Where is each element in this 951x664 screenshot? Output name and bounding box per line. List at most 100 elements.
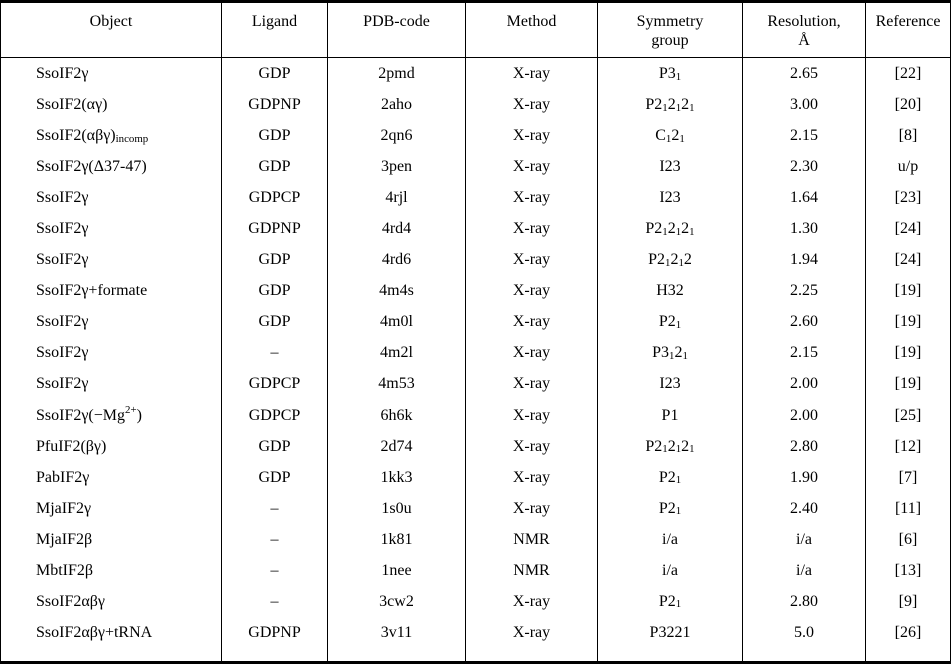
cell-resolution: 2.65 <box>743 58 866 90</box>
cell-method: X-ray <box>466 275 598 307</box>
table-bottom-spacer <box>328 647 466 661</box>
cell-object: MjaIF2β <box>1 523 222 555</box>
cell-method: X-ray <box>466 430 598 462</box>
table-bottom-spacer <box>222 647 328 661</box>
cell-method: X-ray <box>466 182 598 214</box>
cell-method: X-ray <box>466 213 598 245</box>
table-bottom-spacer <box>466 647 598 661</box>
cell-object: SsoIF2γ(−Mg 2+) <box>1 399 222 431</box>
cell-reference: [19] <box>894 344 922 362</box>
cell-symmetry: P2 1 <box>598 461 743 493</box>
column-header-symmetry: Symmetry group <box>598 3 743 58</box>
cell-method: X-ray <box>466 399 598 431</box>
cell-symmetry: P3 1 <box>598 58 743 90</box>
cell-pdb: 1kk3 <box>328 461 466 493</box>
cell-pdb: 6h6k <box>328 399 466 431</box>
cell-pdb: 4rjl <box>328 182 466 214</box>
cell-reference: [26] <box>894 623 922 641</box>
cell-reference: [19] <box>894 375 922 393</box>
cell-resolution: 1.30 <box>743 213 866 245</box>
cell-ligand: GDPNP <box>222 213 328 245</box>
cell-resolution: 2.80 <box>743 430 866 462</box>
cell-ligand: GDP <box>222 275 328 307</box>
cell-ligand: GDP <box>222 461 328 493</box>
cell-pdb: 2d74 <box>328 430 466 462</box>
cell-pdb: 1k81 <box>328 523 466 555</box>
cell-resolution: 1.94 <box>743 244 866 276</box>
cell-resolution: 2.80 <box>743 585 866 617</box>
cell-reference: [12] <box>894 437 922 455</box>
cell-symmetry: P3221 <box>598 616 743 648</box>
cell-resolution: 2.00 <box>743 368 866 400</box>
cell-symmetry: i/a <box>598 554 743 586</box>
cell-symmetry: P2 1 2 1 2 1 <box>598 430 743 462</box>
cell-reference: [19] <box>894 282 922 300</box>
cell-resolution: 2.15 <box>743 120 866 152</box>
cell-reference: [8] <box>898 127 918 145</box>
cell-reference: u/p <box>897 158 919 176</box>
cell-reference: [22] <box>894 64 922 82</box>
cell-reference: [7] <box>898 468 918 486</box>
cell-reference: [25] <box>894 406 922 424</box>
cell-symmetry: P2 1 2 1 2 1 <box>598 89 743 121</box>
cell-symmetry: P2 1 <box>598 306 743 338</box>
cell-method: NMR <box>466 523 598 555</box>
cell-ligand: GDPNP <box>222 89 328 121</box>
cell-resolution: i/a <box>743 554 866 586</box>
cell-reference: [6] <box>898 530 918 548</box>
cell-pdb: 4m53 <box>328 368 466 400</box>
cell-pdb: 4m0l <box>328 306 466 338</box>
cell-object: SsoIF2γ <box>1 58 222 90</box>
cell-symmetry: P3 1 2 1 <box>598 337 743 369</box>
cell-ligand: GDPNP <box>222 616 328 648</box>
cell-reference: [11] <box>894 499 922 517</box>
cell-ligand: GDPCP <box>222 399 328 431</box>
cell-object: SsoIF2γ <box>1 337 222 369</box>
cell-pdb: 2aho <box>328 89 466 121</box>
column-header-object: Object <box>1 3 222 58</box>
cell-ligand: GDP <box>222 430 328 462</box>
cell-method: X-ray <box>466 58 598 90</box>
cell-ligand: – <box>222 337 328 369</box>
cell-object: SsoIF2αβγ+tRNA <box>1 616 222 648</box>
cell-method: X-ray <box>466 461 598 493</box>
cell-method: NMR <box>466 554 598 586</box>
cell-resolution: i/a <box>743 523 866 555</box>
cell-pdb: 2pmd <box>328 58 466 90</box>
cell-reference: [19] <box>894 313 922 331</box>
cell-reference: [13] <box>894 561 922 579</box>
cell-ligand: – <box>222 585 328 617</box>
cell-ligand: – <box>222 523 328 555</box>
column-header-ligand: Ligand <box>222 3 328 58</box>
cell-resolution: 1.64 <box>743 182 866 214</box>
cell-object: SsoIF2γ <box>1 182 222 214</box>
cell-resolution: 2.25 <box>743 275 866 307</box>
cell-symmetry: P1 <box>598 399 743 431</box>
cell-symmetry: P2 1 <box>598 492 743 524</box>
cell-pdb: 3cw2 <box>328 585 466 617</box>
table-bottom-spacer <box>1 647 222 661</box>
cell-method: X-ray <box>466 368 598 400</box>
cell-method: X-ray <box>466 120 598 152</box>
cell-symmetry: P2 1 2 1 2 <box>598 244 743 276</box>
cell-object: SsoIF2γ(Δ37-47) <box>1 151 222 183</box>
cell-resolution: 2.15 <box>743 337 866 369</box>
cell-pdb: 3v11 <box>328 616 466 648</box>
cell-symmetry: I23 <box>598 182 743 214</box>
column-header-resolution: Resolution, Å <box>743 3 866 58</box>
cell-symmetry: I23 <box>598 151 743 183</box>
cell-method: X-ray <box>466 306 598 338</box>
cell-ligand: GDP <box>222 244 328 276</box>
cell-resolution: 2.00 <box>743 399 866 431</box>
cell-resolution: 3.00 <box>743 89 866 121</box>
cell-ligand: GDP <box>222 58 328 90</box>
cell-object: SsoIF2γ <box>1 213 222 245</box>
cell-object: SsoIF2γ <box>1 368 222 400</box>
cell-ligand: GDP <box>222 151 328 183</box>
cell-pdb: 4rd6 <box>328 244 466 276</box>
cell-object: SsoIF2γ <box>1 306 222 338</box>
table-bottom-spacer <box>743 647 866 661</box>
cell-symmetry: P2 1 2 1 2 1 <box>598 213 743 245</box>
